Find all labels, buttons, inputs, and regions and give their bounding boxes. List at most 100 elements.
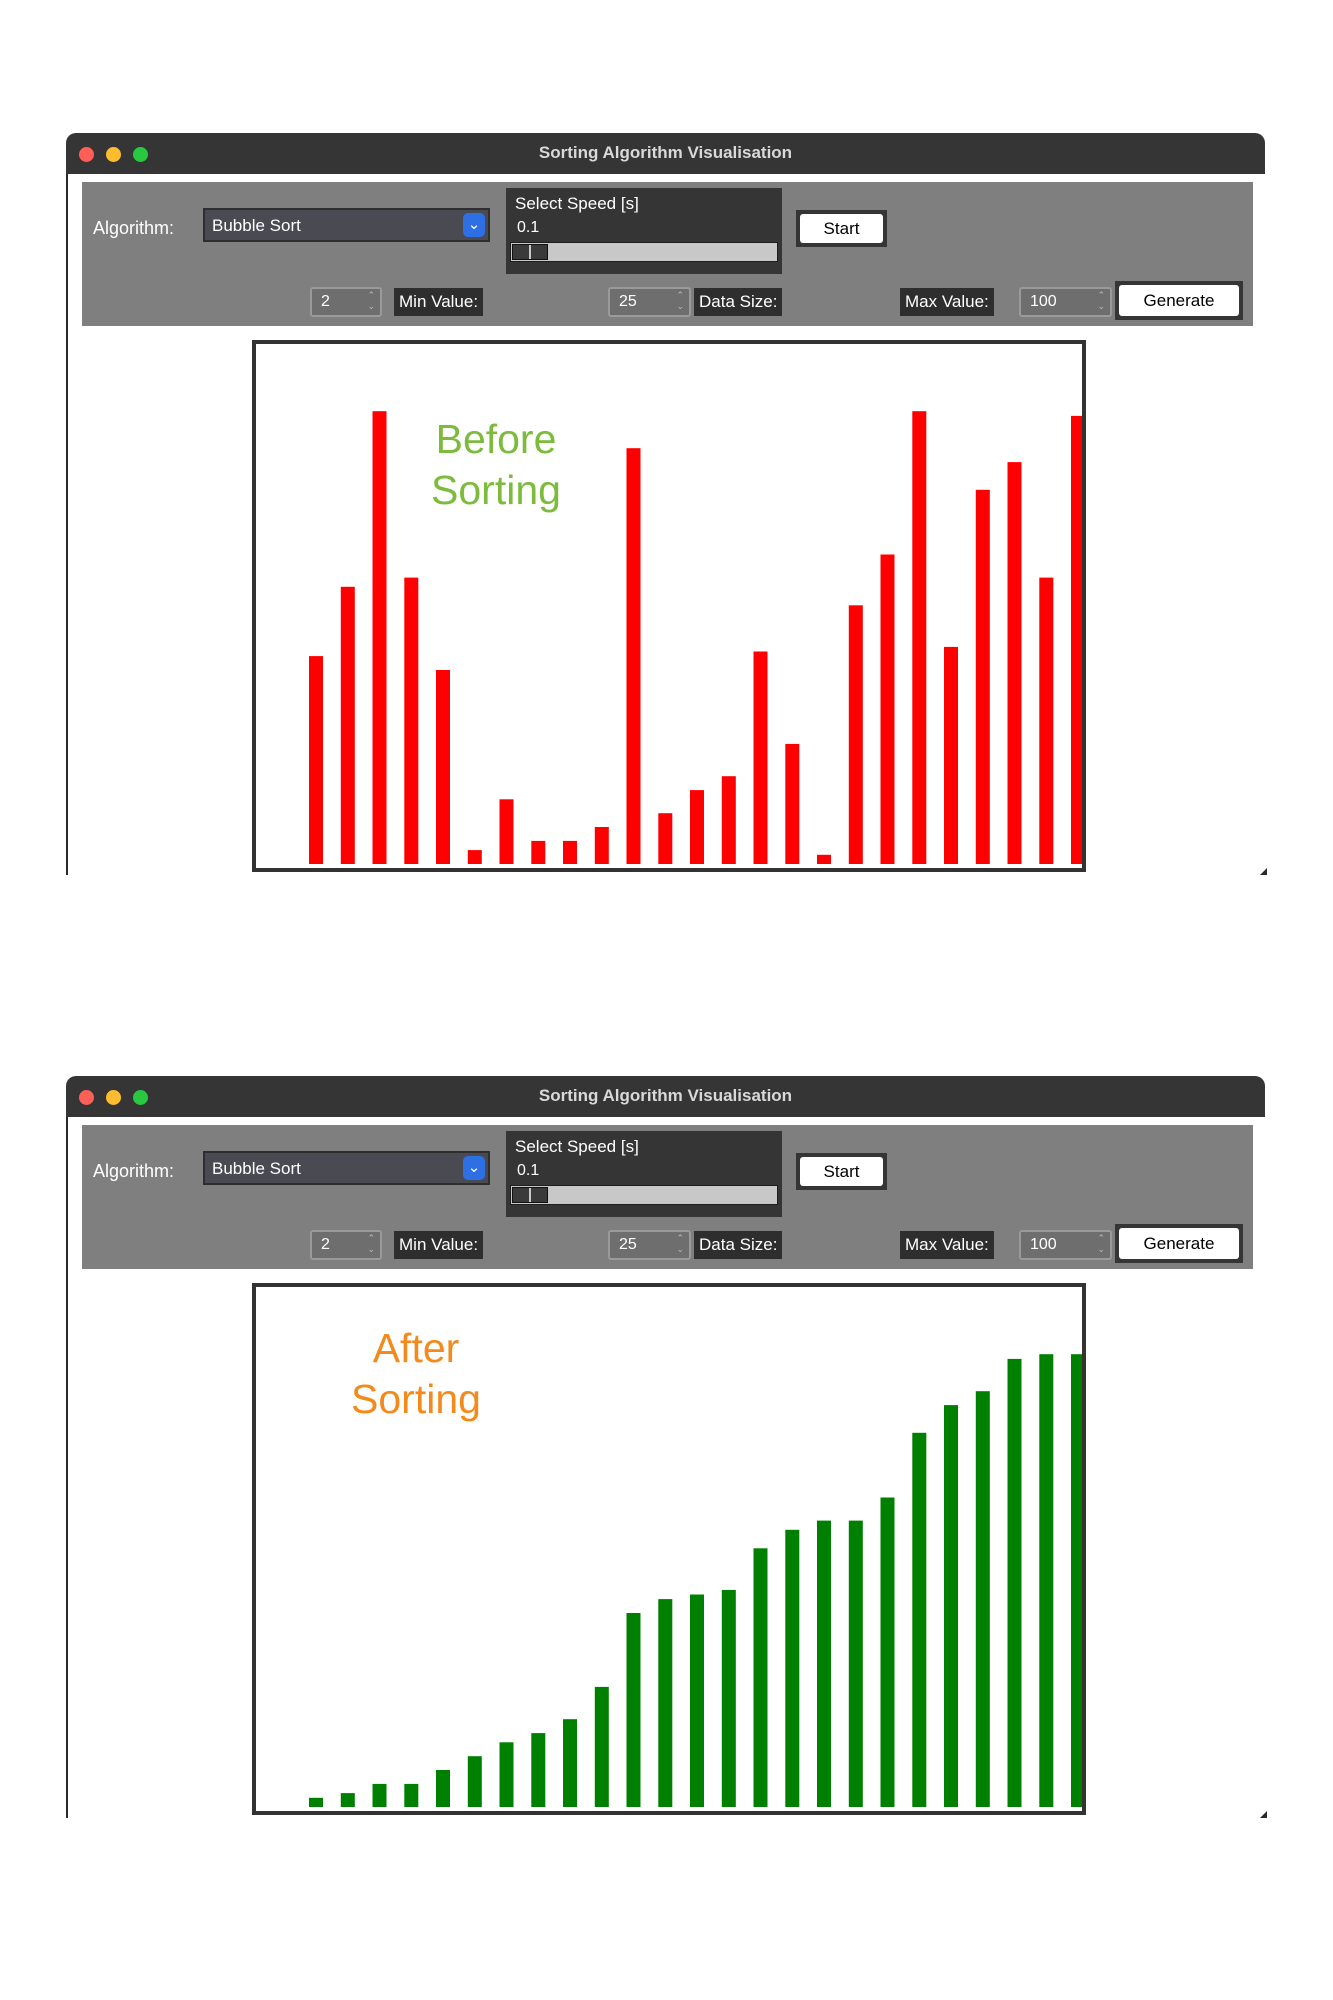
min-value-spinbox[interactable]: 2 ⌃ ⌄ [310, 1230, 382, 1260]
algorithm-select-value: Bubble Sort [212, 216, 301, 235]
max-value-input[interactable]: 100 [1030, 293, 1057, 310]
bar-9 [563, 840, 577, 864]
bar-7 [499, 799, 514, 864]
caption-line-2: Sorting [351, 1376, 481, 1422]
data-size-input[interactable]: 25 [619, 1236, 637, 1253]
close-window-icon[interactable] [79, 147, 94, 162]
control-panel: Algorithm: Bubble Sort ⌄ Select Speed [s… [82, 1125, 1253, 1269]
data-size-spinbox[interactable]: 25 ⌃ ⌄ [608, 1230, 691, 1260]
algorithm-label: Algorithm: [93, 1161, 175, 1181]
visualisation-canvas: Before Sorting [252, 340, 1086, 872]
bar-14 [721, 1589, 736, 1807]
window-title: Sorting Algorithm Visualisation [538, 143, 793, 162]
bar-19 [880, 554, 895, 864]
max-value-label: Max Value: [900, 1231, 994, 1259]
up-down-arrows-icon[interactable]: ⌃ ⌄ [367, 1233, 375, 1254]
control-panel: Algorithm: Bubble Sort ⌄ Select Speed [s… [82, 182, 1253, 326]
chevron-down-icon[interactable]: ⌄ [463, 1156, 485, 1180]
speed-control: Select Speed [s] 0.1 [506, 188, 782, 274]
chart-caption: After Sorting [306, 1323, 526, 1425]
minimize-window-icon[interactable] [106, 1090, 121, 1105]
bar-5 [436, 670, 450, 864]
start-button[interactable]: Start [800, 214, 883, 243]
title-bar[interactable]: Sorting Algorithm Visualisation [66, 133, 1265, 174]
speed-value: 0.1 [517, 219, 540, 236]
minimize-window-icon[interactable] [106, 147, 121, 162]
bar-18 [848, 605, 863, 864]
window-corner [1260, 1811, 1267, 1818]
window-body: Algorithm: Bubble Sort ⌄ Select Speed [s… [66, 174, 1267, 875]
start-button[interactable]: Start [800, 1157, 883, 1186]
min-value-label: Min Value: [394, 1231, 484, 1259]
bar-24 [1039, 1354, 1054, 1807]
bar-20 [912, 411, 927, 864]
zoom-window-icon[interactable] [133, 147, 148, 162]
algorithm-select[interactable]: Bubble Sort ⌄ [203, 1151, 490, 1185]
bar-6 [467, 1756, 482, 1807]
bar-23 [1007, 1358, 1022, 1807]
speed-slider-handle[interactable] [512, 244, 548, 260]
max-value-input[interactable]: 100 [1030, 1236, 1057, 1253]
bar-3 [372, 411, 387, 864]
bar-8 [531, 1733, 546, 1807]
bar-25 [1071, 1354, 1082, 1807]
data-size-input[interactable]: 25 [619, 293, 637, 310]
up-down-arrows-icon[interactable]: ⌃ ⌄ [1097, 1233, 1105, 1254]
start-button-frame: Start [796, 210, 887, 247]
bar-21 [944, 646, 958, 864]
data-size-label: Data Size: [694, 1231, 783, 1259]
bar-14 [721, 776, 736, 864]
generate-button-frame: Generate [1115, 1224, 1243, 1263]
bar-12 [658, 813, 673, 864]
bar-10 [594, 827, 609, 864]
bar-17 [817, 1520, 831, 1807]
bar-6 [467, 850, 482, 864]
up-down-arrows-icon[interactable]: ⌃ ⌄ [367, 290, 375, 311]
bar-22 [975, 489, 990, 864]
bar-16 [785, 1529, 800, 1807]
bar-21 [944, 1405, 958, 1807]
max-value-spinbox[interactable]: 100 ⌃ ⌄ [1019, 287, 1112, 317]
algorithm-select-value: Bubble Sort [212, 1159, 301, 1178]
min-value-input[interactable]: 2 [321, 1236, 330, 1253]
zoom-window-icon[interactable] [133, 1090, 148, 1105]
bar-11 [626, 1613, 641, 1807]
chevron-down-icon[interactable]: ⌄ [463, 213, 485, 237]
up-down-arrows-icon[interactable]: ⌃ ⌄ [1097, 290, 1105, 311]
bar-7 [499, 1742, 514, 1807]
max-value-spinbox[interactable]: 100 ⌃ ⌄ [1019, 1230, 1112, 1260]
bar-4 [404, 577, 419, 864]
generate-button[interactable]: Generate [1119, 285, 1239, 316]
window-title: Sorting Algorithm Visualisation [538, 1086, 793, 1105]
bar-19 [880, 1497, 895, 1807]
window-body: Algorithm: Bubble Sort ⌄ Select Speed [s… [66, 1117, 1267, 1818]
generate-button[interactable]: Generate [1119, 1228, 1239, 1259]
min-value-input[interactable]: 2 [321, 293, 330, 310]
speed-slider[interactable] [510, 1185, 778, 1205]
bar-13 [690, 1594, 704, 1807]
min-value-label: Min Value: [394, 288, 484, 316]
bar-20 [912, 1432, 927, 1807]
bar-22 [975, 1391, 990, 1807]
bar-24 [1039, 577, 1054, 864]
bar-16 [785, 743, 800, 864]
bar-4 [404, 1783, 419, 1807]
up-down-arrows-icon[interactable]: ⌃ ⌄ [676, 1233, 684, 1254]
title-bar[interactable]: Sorting Algorithm Visualisation [66, 1076, 1265, 1117]
max-value-label: Max Value: [900, 288, 994, 316]
speed-slider[interactable] [510, 242, 778, 262]
bar-15 [753, 1548, 768, 1807]
speed-slider-handle[interactable] [512, 1187, 548, 1203]
min-value-spinbox[interactable]: 2 ⌃ ⌄ [310, 287, 382, 317]
generate-button-frame: Generate [1115, 281, 1243, 320]
up-down-arrows-icon[interactable]: ⌃ ⌄ [676, 290, 684, 311]
bar-2 [340, 586, 355, 864]
bar-2 [340, 1793, 355, 1807]
close-window-icon[interactable] [79, 1090, 94, 1105]
start-button-frame: Start [796, 1153, 887, 1190]
bar-1 [309, 656, 323, 864]
algorithm-select[interactable]: Bubble Sort ⌄ [203, 208, 490, 242]
bar-18 [848, 1520, 863, 1807]
data-size-spinbox[interactable]: 25 ⌃ ⌄ [608, 287, 691, 317]
bar-3 [372, 1783, 387, 1807]
